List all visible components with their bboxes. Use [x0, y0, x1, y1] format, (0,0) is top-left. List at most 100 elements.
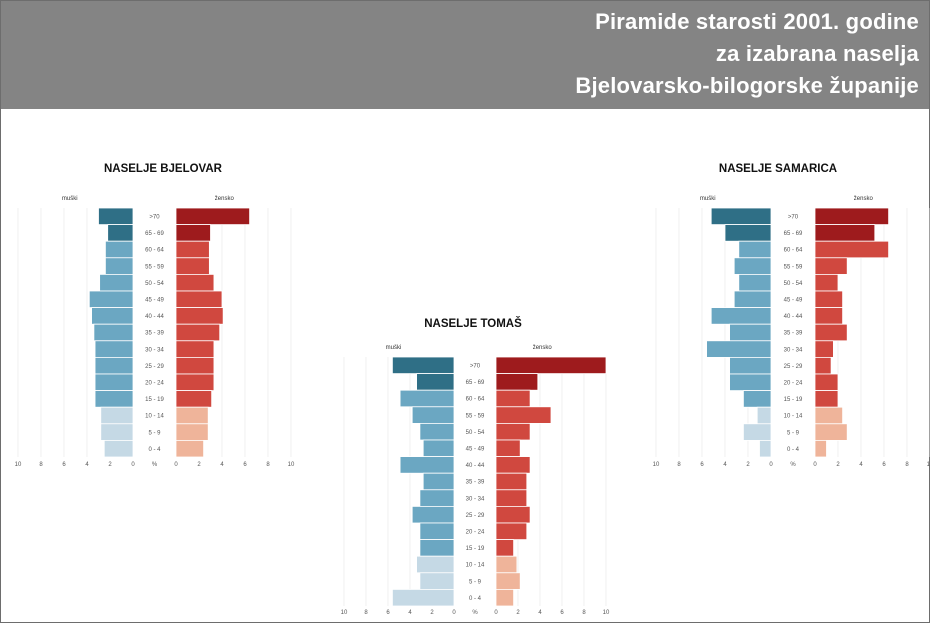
bar-male	[419, 572, 455, 590]
bar-male	[391, 589, 455, 607]
age-group-label: 5 - 9	[148, 430, 161, 436]
age-group-label: 25 - 29	[466, 513, 485, 519]
x-tick-label: 6	[700, 462, 704, 468]
bar-male	[100, 406, 134, 425]
x-tick-label: 2	[836, 462, 840, 468]
bar-male	[733, 290, 772, 309]
bar-female	[175, 307, 224, 325]
bar-female	[814, 207, 889, 226]
bar-male	[756, 406, 772, 425]
bar-male	[710, 207, 772, 226]
x-tick-label: 0	[494, 610, 498, 616]
age-group-label: 55 - 59	[145, 264, 164, 270]
bar-male	[416, 373, 455, 391]
legend-label-female: žensko	[854, 196, 874, 202]
x-tick-label: 4	[85, 462, 89, 468]
bar-female	[814, 439, 827, 458]
x-tick-label: 6	[62, 462, 66, 468]
bar-male	[411, 505, 455, 524]
age-group-label: 65 - 69	[145, 231, 164, 237]
bar-female	[175, 207, 250, 226]
bar-male	[103, 439, 134, 458]
bar-female	[814, 323, 848, 342]
bar-female	[814, 290, 844, 309]
x-tick-label: 8	[905, 462, 909, 468]
age-group-label: 15 - 19	[145, 397, 164, 403]
bar-female	[814, 356, 832, 375]
age-group-label: 0 - 4	[148, 447, 161, 453]
age-group-label: 10 - 14	[784, 414, 803, 420]
bar-female	[814, 240, 889, 259]
x-tick-label: 6	[882, 462, 886, 468]
age-group-label: 35 - 39	[784, 331, 803, 337]
age-group-label: 65 - 69	[466, 380, 485, 386]
x-tick-label: 4	[723, 462, 727, 468]
age-group-label: 30 - 34	[145, 347, 164, 353]
bar-female	[175, 323, 221, 342]
bar-female	[814, 307, 844, 325]
x-tick-label: 0	[131, 462, 135, 468]
age-group-label: 60 - 64	[466, 397, 485, 403]
bar-male	[759, 439, 772, 458]
chart-title-bjelovar: NASELJE BJELOVAR	[103, 163, 222, 175]
x-tick-label: 6	[243, 462, 247, 468]
legend-label-male: muški	[62, 196, 78, 202]
x-tick-label: 2	[746, 462, 750, 468]
x-tick-label: 8	[364, 610, 368, 616]
age-group-label: 60 - 64	[145, 248, 164, 254]
bar-male	[105, 257, 134, 275]
bar-male	[99, 273, 134, 292]
bar-male	[729, 373, 772, 392]
bar-male	[738, 273, 772, 292]
bar-female	[175, 439, 205, 458]
bar-male	[729, 356, 772, 375]
x-tick-label: 8	[266, 462, 270, 468]
bar-female	[175, 257, 210, 275]
unit-label: %	[790, 462, 796, 468]
bar-female	[814, 257, 848, 275]
chart-title-tomas: NASELJE TOMAŠ	[424, 318, 522, 330]
x-tick-label: 0	[813, 462, 817, 468]
age-group-label: 50 - 54	[145, 281, 164, 287]
bar-female	[814, 224, 876, 242]
age-group-label: 20 - 24	[466, 530, 485, 536]
legend-label-female: žensko	[533, 345, 553, 351]
bar-male	[94, 390, 134, 408]
age-group-label: 40 - 44	[145, 314, 164, 320]
bar-female	[814, 390, 839, 408]
bar-female	[495, 572, 521, 590]
age-group-label: >70	[788, 215, 799, 221]
age-group-label: 50 - 54	[466, 430, 485, 436]
bar-female	[495, 373, 539, 391]
age-group-label: 0 - 4	[469, 596, 482, 602]
age-group-label: >70	[470, 364, 481, 370]
bar-male	[419, 522, 455, 541]
bar-male	[416, 555, 455, 574]
bar-male	[419, 489, 455, 507]
unit-label: %	[152, 462, 158, 468]
bar-female	[814, 423, 848, 441]
bar-female	[814, 340, 834, 358]
age-group-label: 25 - 29	[145, 364, 164, 370]
bar-male	[391, 356, 455, 375]
title-line-2: za izabrana naselja	[715, 41, 919, 66]
x-tick-label: 0	[452, 610, 456, 616]
bar-male	[738, 240, 772, 259]
age-group-label: 45 - 49	[784, 298, 803, 304]
age-group-label: 50 - 54	[784, 281, 803, 287]
bar-female	[495, 389, 531, 408]
age-group-label: 40 - 44	[784, 314, 803, 320]
bar-female	[175, 356, 215, 375]
bar-male	[724, 224, 772, 242]
age-group-label: 10 - 14	[466, 563, 485, 569]
x-tick-label: 10	[603, 610, 610, 616]
bar-male	[729, 323, 772, 342]
x-tick-label: 4	[408, 610, 412, 616]
x-tick-label: 10	[653, 462, 660, 468]
bar-female	[814, 373, 839, 392]
bar-female	[814, 273, 839, 292]
age-group-label: 40 - 44	[466, 463, 485, 469]
chart-title-samarica: NASELJE SAMARICA	[718, 163, 838, 175]
x-tick-label: 10	[341, 610, 348, 616]
age-group-label: 30 - 34	[466, 496, 485, 502]
